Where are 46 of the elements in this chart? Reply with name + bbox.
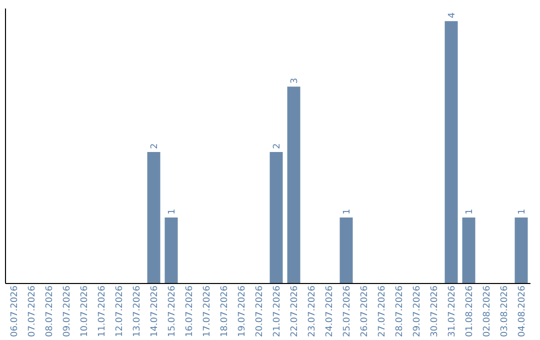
x-tick-label: 04.08.2026 — [517, 285, 528, 338]
bar — [340, 218, 353, 283]
bar — [462, 218, 476, 283]
x-tick-label: 16.07.2026 — [184, 285, 195, 338]
x-tick-label: 10.07.2026 — [80, 285, 90, 338]
x-tick-label: 08.07.2026 — [44, 285, 55, 338]
bar — [270, 152, 283, 283]
data-label: 2 — [272, 143, 282, 150]
x-tick-label: 20.07.2026 — [254, 285, 265, 338]
bar — [514, 218, 528, 283]
x-tick-label: 14.07.2026 — [150, 285, 160, 338]
x-tick-label: 19.07.2026 — [237, 285, 248, 338]
data-label: 1 — [342, 208, 352, 215]
x-tick-label: 09.07.2026 — [62, 285, 72, 338]
x-tick-label: 02.08.2026 — [482, 285, 492, 338]
bar — [147, 152, 160, 283]
x-tick-label: 22.07.2026 — [290, 285, 300, 338]
x-tick-label: 12.07.2026 — [114, 285, 125, 338]
x-tick-label: 29.07.2026 — [412, 285, 422, 338]
x-tick-label: 24.07.2026 — [324, 285, 335, 338]
bar — [444, 21, 458, 283]
x-tick-label: 17.07.2026 — [202, 285, 212, 338]
bar — [287, 86, 300, 283]
x-tick-label: 30.07.2026 — [430, 285, 440, 338]
x-tick-label: 01.08.2026 — [464, 285, 475, 338]
x-tick-label: 13.07.2026 — [132, 285, 142, 338]
x-tick-label: 27.07.2026 — [377, 285, 388, 338]
data-label: 2 — [150, 143, 160, 150]
x-tick-label: 23.07.2026 — [307, 285, 318, 338]
data-label: 3 — [290, 78, 300, 84]
x-tick-label: 03.08.2026 — [500, 285, 510, 338]
x-tick-label: 11.07.2026 — [97, 285, 108, 338]
data-label: 4 — [447, 12, 458, 18]
x-tick-label: 18.07.2026 — [220, 285, 230, 338]
x-tick-label: 28.07.2026 — [394, 285, 405, 338]
x-tick-label: 15.07.2026 — [167, 285, 178, 338]
bar — [164, 218, 178, 283]
x-tick-label: 26.07.2026 — [360, 285, 370, 338]
x-tick-label: 31.07.2026 — [447, 285, 458, 338]
x-tick-label: 21.07.2026 — [272, 285, 282, 338]
data-label: 1 — [464, 208, 475, 215]
data-label: 1 — [167, 208, 178, 215]
data-label: 1 — [517, 208, 528, 215]
x-tick-label: 25.07.2026 — [342, 285, 352, 338]
x-tick-label: 07.07.2026 — [27, 285, 38, 338]
x-tick-label: 06.07.2026 — [10, 285, 20, 338]
